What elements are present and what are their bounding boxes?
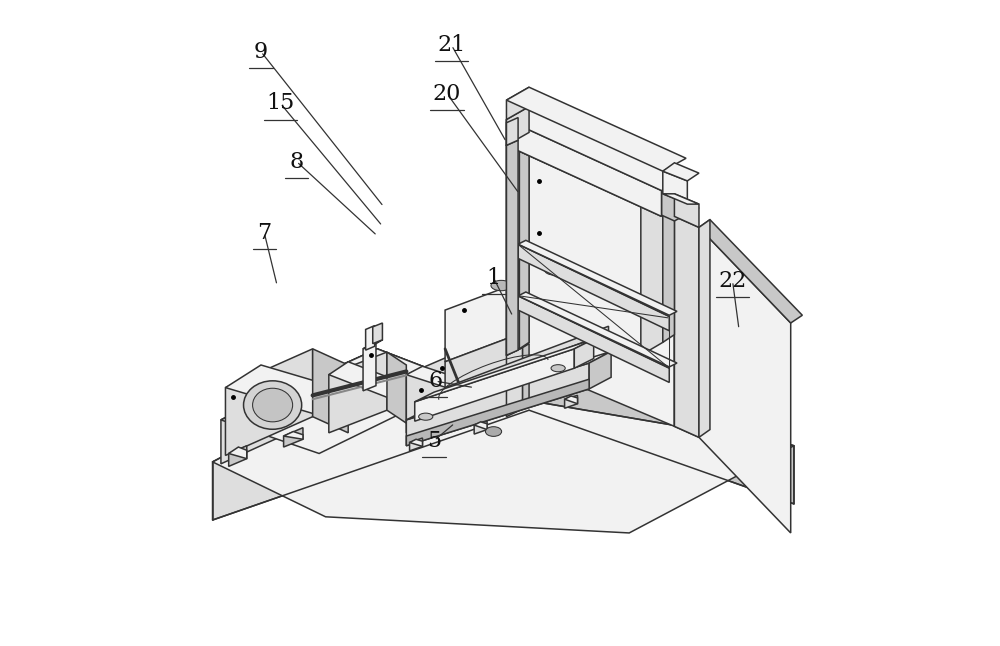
Polygon shape (329, 352, 387, 433)
Polygon shape (410, 439, 422, 446)
Polygon shape (373, 323, 382, 344)
Text: 9: 9 (254, 41, 268, 63)
Polygon shape (641, 186, 674, 207)
Polygon shape (415, 349, 574, 421)
Polygon shape (363, 344, 376, 391)
Polygon shape (663, 186, 674, 342)
Text: 21: 21 (437, 34, 466, 56)
Polygon shape (699, 220, 802, 323)
Polygon shape (506, 107, 686, 191)
Ellipse shape (244, 380, 302, 430)
Polygon shape (506, 107, 529, 145)
Polygon shape (229, 447, 247, 459)
Text: 1: 1 (486, 267, 501, 289)
Polygon shape (518, 292, 677, 367)
Polygon shape (523, 344, 529, 409)
Polygon shape (387, 352, 406, 423)
Polygon shape (663, 171, 687, 203)
Polygon shape (699, 220, 710, 437)
Polygon shape (519, 132, 529, 349)
Polygon shape (448, 357, 464, 425)
Polygon shape (229, 446, 247, 466)
Polygon shape (663, 163, 699, 181)
Text: 6: 6 (428, 370, 442, 392)
Polygon shape (699, 227, 791, 533)
Polygon shape (445, 249, 609, 362)
Polygon shape (474, 422, 487, 430)
Polygon shape (221, 349, 377, 464)
Polygon shape (506, 87, 529, 120)
Polygon shape (415, 339, 594, 402)
Polygon shape (213, 352, 529, 520)
Polygon shape (284, 432, 303, 439)
Polygon shape (445, 333, 609, 413)
Polygon shape (674, 216, 699, 437)
Polygon shape (565, 395, 578, 408)
Text: 7: 7 (257, 222, 271, 244)
Polygon shape (506, 132, 529, 355)
Polygon shape (674, 194, 699, 227)
Polygon shape (506, 120, 662, 216)
Polygon shape (589, 351, 611, 389)
Polygon shape (518, 244, 669, 331)
Ellipse shape (485, 427, 502, 437)
Polygon shape (221, 349, 464, 420)
Text: 15: 15 (266, 92, 294, 114)
Polygon shape (506, 132, 699, 221)
Polygon shape (529, 352, 794, 504)
Polygon shape (574, 339, 594, 368)
Ellipse shape (551, 364, 565, 372)
Polygon shape (565, 396, 578, 404)
Ellipse shape (491, 280, 512, 291)
Polygon shape (225, 349, 313, 455)
Polygon shape (406, 351, 611, 420)
Ellipse shape (545, 265, 565, 275)
Polygon shape (445, 300, 609, 394)
Ellipse shape (253, 388, 293, 422)
Polygon shape (506, 87, 686, 171)
Text: 22: 22 (718, 270, 747, 292)
Polygon shape (284, 428, 303, 447)
Polygon shape (506, 140, 518, 355)
Polygon shape (506, 344, 529, 355)
Polygon shape (506, 118, 518, 145)
Polygon shape (410, 438, 422, 451)
Polygon shape (474, 421, 487, 434)
Polygon shape (609, 333, 647, 368)
Polygon shape (641, 194, 663, 355)
Text: 20: 20 (433, 83, 461, 105)
Polygon shape (506, 120, 662, 216)
Polygon shape (406, 379, 589, 446)
Polygon shape (674, 216, 699, 437)
Polygon shape (406, 366, 464, 388)
Text: 8: 8 (289, 151, 304, 172)
Polygon shape (609, 300, 647, 349)
Polygon shape (518, 240, 677, 315)
Polygon shape (506, 348, 523, 417)
Polygon shape (518, 296, 669, 382)
Polygon shape (313, 349, 348, 433)
Polygon shape (329, 362, 406, 397)
Polygon shape (506, 123, 542, 145)
Polygon shape (363, 340, 382, 349)
Polygon shape (377, 349, 464, 426)
Polygon shape (506, 145, 674, 426)
Polygon shape (663, 194, 699, 204)
Ellipse shape (419, 413, 433, 421)
Polygon shape (221, 349, 464, 453)
Polygon shape (213, 375, 794, 533)
Polygon shape (225, 365, 348, 413)
Polygon shape (445, 326, 609, 394)
Text: 5: 5 (427, 430, 441, 452)
Polygon shape (366, 326, 375, 350)
Polygon shape (406, 357, 448, 433)
Polygon shape (406, 363, 589, 446)
